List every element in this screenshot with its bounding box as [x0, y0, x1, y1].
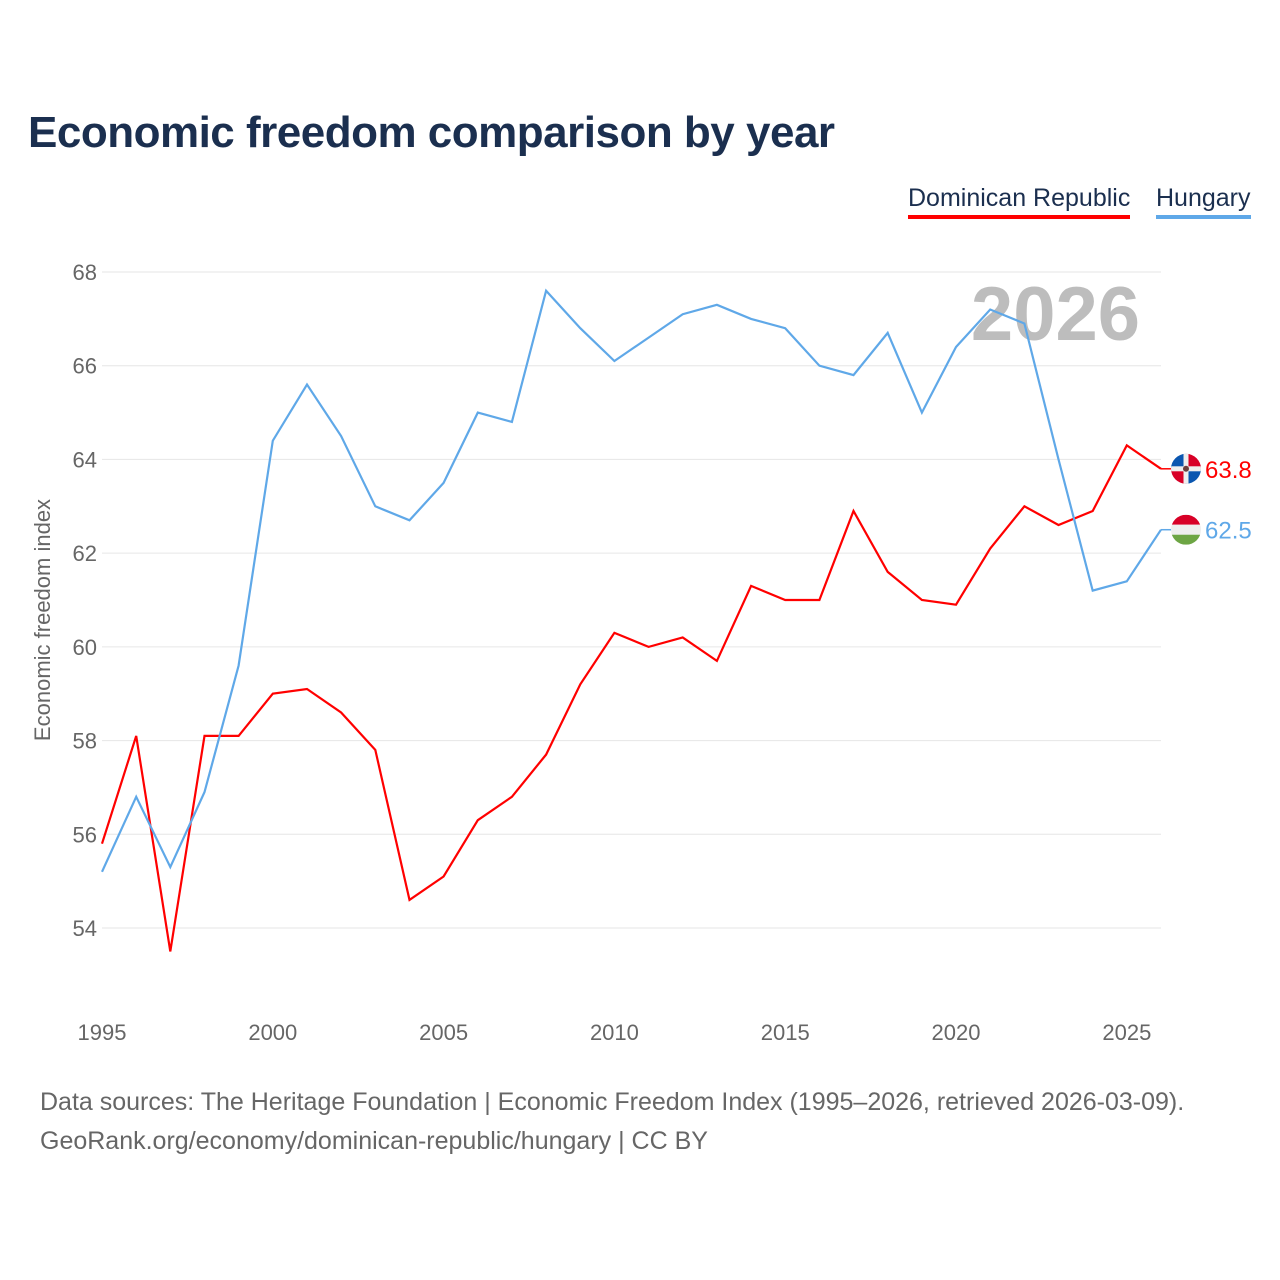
y-tick-label: 54 — [73, 916, 97, 941]
series-line-dominican-republic — [100, 443, 1162, 952]
chart-title: Economic freedom comparison by year — [28, 108, 835, 157]
end-value-label: 62.5 — [1205, 518, 1252, 545]
y-tick-label: 68 — [73, 260, 97, 285]
y-tick-label: 64 — [73, 447, 97, 472]
x-tick-label: 2000 — [248, 1020, 297, 1045]
y-tick-label: 60 — [73, 635, 97, 660]
legend-hungary[interactable]: Hungary — [1156, 184, 1251, 219]
y-tick-label: 66 — [73, 354, 97, 379]
y-axis-label: Economic freedom index — [30, 499, 55, 741]
x-tick-label: 2020 — [932, 1020, 981, 1045]
x-tick-label: 1995 — [78, 1020, 127, 1045]
legend-dominican-republic[interactable]: Dominican Republic — [908, 184, 1131, 219]
y-tick-label: 56 — [73, 822, 97, 847]
x-tick-label: 2005 — [419, 1020, 468, 1045]
x-tick-label: 2015 — [761, 1020, 810, 1045]
data-sources: Data sources: The Heritage Foundation | … — [40, 1088, 1185, 1116]
hungary-flag-icon — [1171, 514, 1201, 545]
y-tick-label: 58 — [73, 729, 97, 754]
y-tick-label: 62 — [73, 541, 97, 566]
x-tick-label: 2010 — [590, 1020, 639, 1045]
x-tick-label: 2025 — [1102, 1020, 1151, 1045]
year-watermark: 2026 — [971, 272, 1140, 357]
credit-link[interactable]: GeoRank.org/economy/dominican-republic/h… — [40, 1127, 708, 1155]
dominican-republic-flag-icon — [1171, 453, 1201, 484]
end-value-label: 63.8 — [1205, 457, 1252, 484]
series-line-hungary — [100, 288, 1162, 873]
